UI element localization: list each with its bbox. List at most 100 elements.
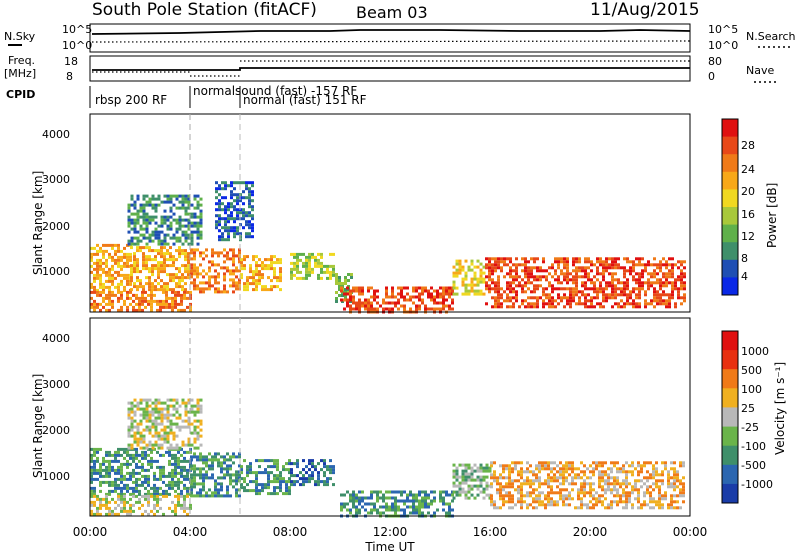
velocity-cell	[217, 488, 220, 492]
power-cell	[169, 227, 173, 231]
power-cell	[163, 264, 166, 268]
power-cell	[611, 290, 614, 294]
power-cell	[145, 236, 149, 240]
velocity-cell	[169, 419, 173, 423]
power-cell	[665, 278, 668, 282]
power-cell	[370, 295, 373, 299]
velocity-cell	[129, 506, 132, 510]
velocity-cell	[102, 468, 105, 472]
power-cell	[470, 283, 474, 287]
power-cell	[187, 197, 191, 201]
velocity-cell	[520, 473, 523, 477]
velocity-cell	[166, 413, 170, 417]
velocity-cell	[154, 419, 158, 423]
velocity-cell	[190, 410, 194, 414]
power-cell	[169, 197, 173, 201]
power-cell	[530, 302, 533, 306]
power-cell	[172, 261, 175, 265]
velocity-cell	[235, 479, 238, 483]
power-cell	[181, 249, 184, 253]
velocity-cell	[183, 474, 186, 478]
velocity-cell	[123, 462, 126, 466]
velocity-cell	[352, 502, 355, 506]
power-cell	[680, 275, 683, 279]
velocity-cell	[99, 497, 102, 501]
power-cell	[208, 275, 211, 279]
power-cell	[93, 290, 96, 294]
power-cell	[93, 305, 96, 309]
velocity-cell	[625, 470, 628, 474]
velocity-cell	[255, 492, 258, 496]
power-cell	[227, 238, 230, 242]
power-cell	[99, 246, 102, 250]
velocity-cell	[538, 485, 541, 489]
power-cell	[509, 290, 512, 294]
velocity-cell	[136, 422, 140, 426]
velocity-cell	[249, 465, 252, 469]
velocity-cell	[418, 493, 421, 497]
power-cell	[614, 287, 617, 291]
velocity-cell	[126, 465, 129, 469]
velocity-cell	[154, 443, 158, 447]
power-cell	[258, 264, 261, 268]
power-cell	[584, 296, 587, 300]
power-cell	[248, 223, 251, 227]
velocity-cell	[634, 467, 637, 471]
velocity-cell	[172, 422, 176, 426]
power-cell	[242, 214, 245, 218]
velocity-cell	[326, 477, 329, 481]
velocity-cell	[640, 503, 643, 507]
power-cell	[230, 190, 233, 194]
velocity-colorbar-swatch	[722, 350, 738, 370]
velocity-cell	[105, 512, 108, 516]
power-cell	[671, 290, 674, 294]
velocity-cell	[120, 477, 123, 481]
power-cell	[644, 302, 647, 306]
velocity-cell	[349, 508, 352, 512]
power-cell	[400, 304, 403, 308]
velocity-cell	[235, 494, 238, 498]
velocity-cell	[622, 470, 625, 474]
velocity-cell	[159, 506, 162, 510]
power-cell	[230, 181, 233, 185]
power-cell	[473, 277, 477, 281]
power-cell	[174, 302, 177, 306]
power-cell	[455, 271, 459, 275]
power-cell	[130, 270, 133, 274]
velocity-cell	[174, 480, 177, 484]
power-cell	[415, 286, 418, 290]
power-cell	[470, 262, 474, 266]
velocity-cell	[130, 419, 134, 423]
velocity-cell	[264, 486, 267, 490]
velocity-cell	[276, 474, 279, 478]
velocity-cell	[184, 443, 188, 447]
velocity-cell	[601, 479, 604, 483]
power-cell	[133, 258, 136, 262]
velocity-cell	[364, 508, 367, 512]
power-cell	[190, 230, 194, 234]
velocity-cell	[308, 480, 311, 484]
power-cell	[138, 308, 141, 312]
power-cell	[218, 235, 221, 239]
velocity-cell	[105, 497, 108, 501]
velocity-cell	[129, 474, 132, 478]
power-cell	[120, 279, 123, 283]
velocity-cell	[96, 468, 99, 472]
xtick-6: 00:00	[673, 525, 708, 539]
velocity-cell	[308, 468, 311, 472]
velocity-cbar-tick-100: 100	[741, 383, 762, 396]
velocity-cell	[538, 476, 541, 480]
power-cell	[400, 289, 403, 293]
velocity-cell	[160, 413, 164, 417]
velocity-cell	[607, 479, 610, 483]
power-cell	[108, 255, 111, 259]
velocity-cell	[139, 407, 143, 411]
velocity-cell	[129, 497, 132, 501]
power-cell	[236, 193, 239, 197]
power-cell	[153, 293, 156, 297]
power-cell	[136, 285, 139, 289]
power-cell	[385, 307, 388, 311]
power-cell	[145, 246, 148, 250]
velocity-cell	[168, 462, 171, 466]
power-colorbar-swatch	[722, 277, 738, 296]
